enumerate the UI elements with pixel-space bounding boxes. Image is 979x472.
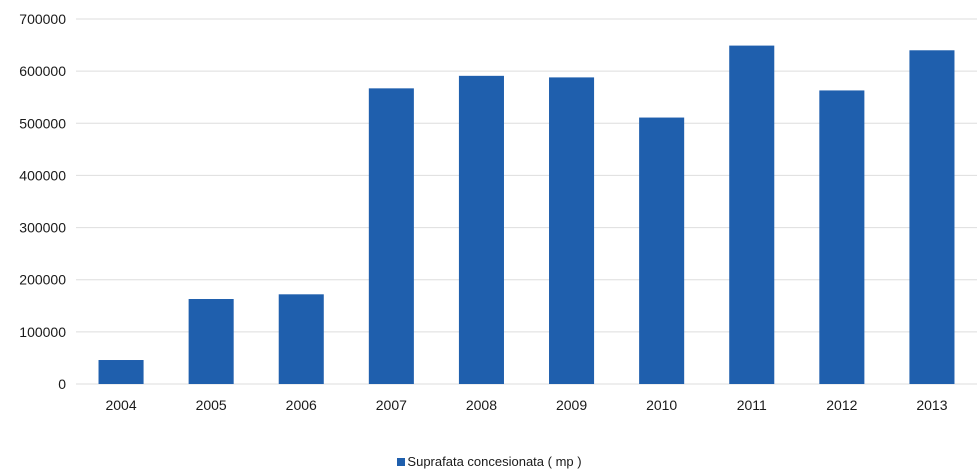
x-tick-label: 2005 <box>196 397 227 413</box>
bar-2009 <box>549 77 595 385</box>
bar-2005 <box>188 299 234 384</box>
y-tick-label: 600000 <box>19 63 66 79</box>
y-tick-label: 500000 <box>19 115 66 131</box>
x-tick-label: 2011 <box>737 397 767 413</box>
y-tick-label: 200000 <box>19 272 66 288</box>
bar-2010 <box>639 117 685 385</box>
legend: Suprafata concesionata ( mp ) <box>0 454 979 469</box>
bar-2013 <box>909 50 955 385</box>
x-tick-label: 2010 <box>646 397 677 413</box>
x-tick-label: 2013 <box>916 397 947 413</box>
bars <box>98 45 955 385</box>
bar-2008 <box>458 75 504 384</box>
bar-chart: 0 100000 200000 300000 400000 500000 600000 700… <box>19 11 977 413</box>
y-tick-label: 300000 <box>19 220 66 236</box>
y-tick-label: 700000 <box>19 11 66 27</box>
x-tick-label: 2007 <box>376 397 407 413</box>
y-tick-label: 400000 <box>19 167 66 183</box>
x-axis-ticks: 2004 2005 2006 2007 2008 2009 2010 2011 2012 2013 <box>105 397 947 413</box>
x-tick-label: 2006 <box>286 397 317 413</box>
bar-2004 <box>98 360 144 384</box>
y-axis-ticks: 0 100000 200000 300000 400000 500000 600000 700… <box>19 11 66 392</box>
legend-label: Suprafata concesionata ( mp ) <box>407 454 582 469</box>
x-tick-label: 2008 <box>466 397 497 413</box>
x-tick-label: 2004 <box>105 397 136 413</box>
x-tick-label: 2009 <box>556 397 587 413</box>
y-tick-label: 100000 <box>19 324 66 340</box>
bar-2011 <box>729 45 775 384</box>
bar-2012 <box>819 90 865 384</box>
legend-swatch <box>397 458 406 466</box>
bar-2007 <box>368 88 414 384</box>
bar-2006 <box>278 294 324 384</box>
x-tick-label: 2012 <box>826 397 857 413</box>
y-tick-label: 0 <box>58 376 66 392</box>
